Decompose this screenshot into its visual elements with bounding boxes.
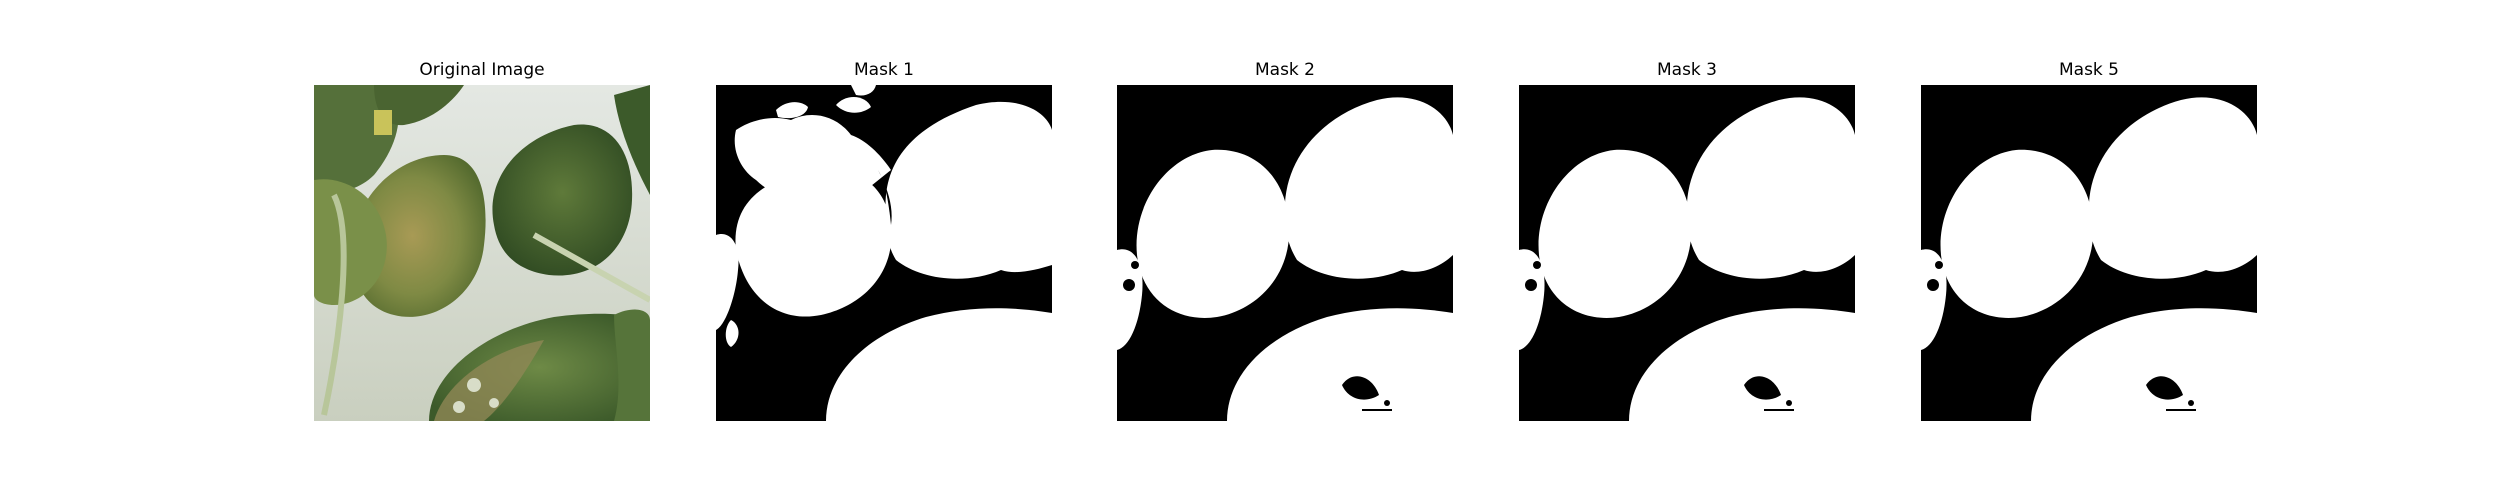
panel-title-mask-5: Mask 5 [2058, 60, 2119, 80]
original-image [314, 85, 650, 421]
mask-2-image [1117, 85, 1453, 421]
mask-1-image [716, 85, 1052, 421]
panel-title-mask-2: Mask 2 [1254, 60, 1315, 80]
panel-title-original: Original Image [419, 60, 545, 80]
mask-5-image [1921, 85, 2257, 421]
mask-1-drawing [716, 85, 1052, 421]
mask-3-image [1519, 85, 1855, 421]
panel-title-mask-1: Mask 1 [853, 60, 914, 80]
panel-title-mask-3: Mask 3 [1656, 60, 1717, 80]
mask-5-drawing [1921, 85, 2257, 421]
original-image-drawing [314, 85, 650, 421]
mask-2-drawing [1117, 85, 1453, 421]
mask-3-drawing [1519, 85, 1855, 421]
